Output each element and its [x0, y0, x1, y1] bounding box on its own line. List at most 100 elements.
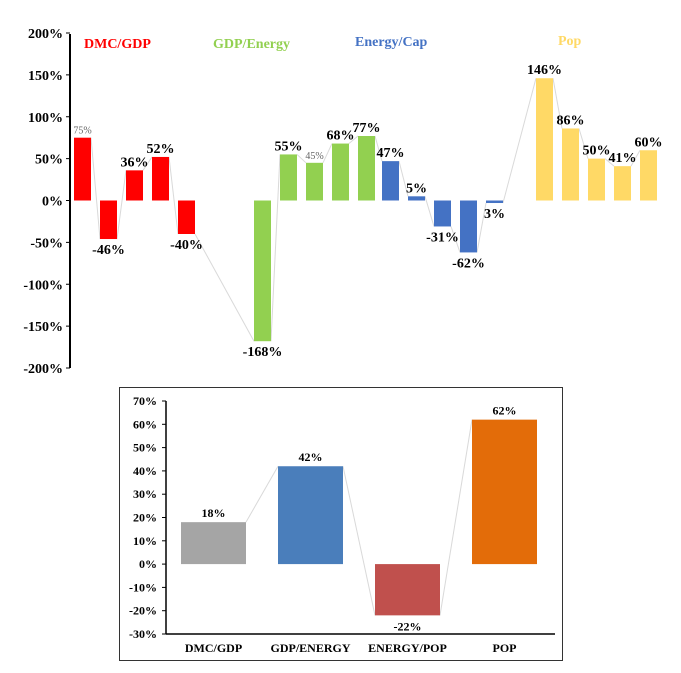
top-connector-line: [398, 161, 409, 197]
bottom-connector-line: [439, 419, 473, 616]
top-connector-line: [142, 156, 153, 171]
top-data-label: 36%: [121, 155, 149, 170]
top-data-labels: 75% -46% 36%52% -40% -168% 55%45% 68%77% 47% 5% -…: [73, 63, 662, 360]
bottom-y-tick-label: -30%: [129, 627, 157, 641]
top-bar: [460, 200, 477, 253]
top-y-tick-label: -150%: [23, 320, 63, 335]
bottom-y-tick-label: 70%: [133, 394, 157, 408]
bottom-bar: [375, 564, 440, 616]
top-connector-line: [90, 137, 101, 240]
top-data-label: 86%: [557, 113, 585, 128]
top-data-label: 77%: [353, 121, 381, 136]
top-y-tick-label: 200%: [28, 27, 63, 42]
top-connector-line: [630, 150, 641, 167]
top-data-label: -168%: [243, 345, 283, 360]
top-connector-line: [476, 202, 487, 253]
top-bar: [178, 200, 195, 234]
bottom-y-tick-label: 30%: [133, 487, 157, 501]
top-data-label: 47%: [377, 146, 405, 161]
top-connector-line: [604, 158, 615, 167]
bottom-category-labels: DMC/GDP GDP/ENERGY ENERGY/POP POP: [185, 641, 517, 655]
bottom-category-label: POP: [493, 641, 517, 655]
top-connector-line: [502, 78, 537, 204]
top-data-label: 60%: [635, 135, 663, 150]
top-y-axis-ticks: 200% 150% 100% 50% 0% -50% -100% -150% -200%: [23, 27, 70, 377]
bottom-connector-line: [245, 465, 279, 523]
top-connector-line: [168, 156, 179, 235]
top-connector-line: [424, 196, 435, 227]
top-chart: 200% 150% 100% 50% 0% -50% -100% -150% -200% DMC…: [23, 27, 662, 377]
bottom-data-label: 42%: [299, 450, 323, 464]
bottom-data-label: -22%: [394, 619, 422, 633]
top-data-label: 50%: [583, 144, 611, 159]
bottom-category-label: GDP/ENERGY: [270, 641, 350, 655]
bottom-y-axis-ticks: 70% 60% 50% 40% 30% 20% 10% 0% -10% -20% -30%: [129, 394, 166, 641]
top-data-label: 5%: [406, 181, 427, 196]
bottom-y-tick-label: -10%: [129, 580, 157, 594]
bottom-y-tick-label: 20%: [133, 511, 157, 525]
bottom-y-tick-label: 60%: [133, 417, 157, 431]
top-data-label: 75%: [73, 126, 91, 137]
top-bar: [358, 136, 375, 201]
top-legend: DMC/GDP GDP/Energy Energy/Cap Pop: [84, 34, 582, 52]
top-bar: [486, 200, 503, 204]
top-bar: [74, 137, 91, 201]
legend-pop: Pop: [558, 34, 582, 49]
bottom-bars: [181, 419, 537, 616]
top-data-label: 45%: [305, 151, 323, 162]
top-bar: [100, 200, 117, 240]
bottom-data-label: 18%: [202, 506, 226, 520]
top-data-label: 3%: [484, 207, 505, 222]
top-data-label: 68%: [327, 129, 355, 144]
top-connector-lines: [90, 78, 641, 342]
top-bar: [434, 200, 451, 227]
top-bar: [152, 156, 169, 201]
bottom-category-label: DMC/GDP: [185, 641, 242, 655]
bottom-data-label: 62%: [493, 404, 517, 418]
top-data-label: 41%: [609, 151, 637, 166]
top-connector-line: [552, 78, 563, 129]
legend-dmc-gdp: DMC/GDP: [84, 37, 151, 52]
top-connector-line: [578, 128, 589, 159]
top-y-tick-label: 0%: [42, 195, 63, 210]
top-bar: [536, 78, 553, 201]
bottom-data-labels: 18% 42% -22% 62%: [202, 404, 517, 634]
top-bar: [254, 200, 271, 342]
top-y-tick-label: -100%: [23, 278, 63, 293]
top-bar: [332, 143, 349, 201]
top-bar: [588, 158, 605, 201]
top-data-label: -46%: [92, 243, 125, 258]
top-bars: [74, 78, 657, 342]
top-connector-line: [374, 135, 383, 162]
top-data-label: -62%: [452, 256, 485, 271]
bottom-y-tick-label: 0%: [139, 557, 157, 571]
top-y-tick-label: -200%: [23, 362, 63, 377]
top-connector-line: [322, 143, 333, 164]
top-data-label: 55%: [275, 139, 303, 154]
top-connector-line: [296, 154, 307, 164]
bottom-y-tick-label: -20%: [129, 604, 157, 618]
top-bar: [306, 162, 323, 201]
top-data-label: -40%: [170, 238, 203, 253]
bottom-y-tick-label: 40%: [133, 464, 157, 478]
top-y-tick-label: 50%: [35, 153, 63, 168]
bottom-category-label: ENERGY/POP: [368, 641, 447, 655]
top-connector-line: [450, 226, 461, 253]
bottom-bar: [181, 522, 246, 565]
bottom-y-tick-label: 10%: [133, 534, 157, 548]
top-bar: [640, 150, 657, 201]
top-bar: [126, 170, 143, 201]
top-y-tick-label: -50%: [30, 236, 63, 251]
top-bar: [562, 128, 579, 201]
legend-energy-cap: Energy/Cap: [355, 35, 428, 50]
top-bar: [280, 154, 297, 201]
top-data-label: -31%: [426, 230, 459, 245]
bottom-connector-lines: [245, 419, 473, 616]
bottom-chart-frame: [119, 387, 563, 661]
top-y-tick-label: 100%: [28, 111, 63, 126]
top-connector-line: [348, 135, 359, 144]
top-connector-line: [116, 170, 127, 240]
bottom-connector-line: [342, 466, 376, 616]
top-data-label: 52%: [147, 142, 175, 157]
